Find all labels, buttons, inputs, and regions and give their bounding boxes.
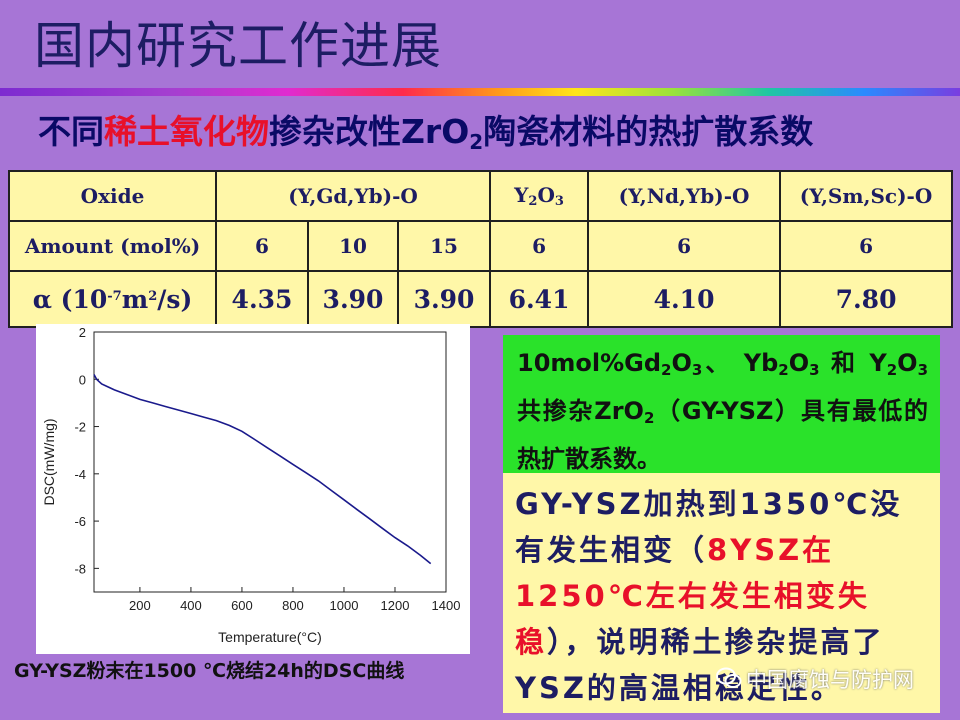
amount-cell: 6 (489, 220, 590, 272)
x-tick-label: 600 (231, 598, 253, 613)
alpha-cell: 6.41 (489, 270, 590, 328)
yellow-callout: GY-YSZ加热到1350℃没有发生相变（8YSZ在1250℃左右发生相变失稳）… (503, 473, 940, 713)
table-row-alpha: α (10-7m2/s) 4.35 3.90 3.90 6.41 4.10 7.… (8, 270, 954, 328)
oxide-gdyb: (Y,Gd,Yb)-O (214, 170, 492, 222)
y-tick-label: -6 (74, 514, 86, 529)
oxide-label: Oxide (8, 170, 217, 222)
amount-cell: 15 (396, 220, 492, 272)
x-axis-label: Temperature(°C) (218, 629, 322, 645)
oxide-y2o3: Y2O3 (489, 170, 590, 222)
plot-frame (93, 331, 447, 593)
slide-subtitle: 不同稀土氧化物掺杂改性ZrO2陶瓷材料的热扩散系数 (38, 108, 813, 166)
alpha-cell: 7.80 (779, 270, 954, 328)
y-tick-label: -4 (74, 467, 86, 482)
dsc-curve (93, 374, 432, 565)
x-tick-label: 800 (282, 598, 304, 613)
y-axis-label: DSC(mW/mg) (41, 418, 57, 505)
subtitle-post2: 陶瓷材料的热扩散系数 (483, 112, 814, 151)
alpha-label: α (10-7m2/s) (8, 270, 217, 328)
x-tick-label: 1400 (432, 598, 461, 613)
amount-cell: 10 (307, 220, 399, 272)
y-tick-label: 0 (79, 372, 86, 387)
subtitle-highlight: 稀土氧化物 (104, 112, 269, 151)
rainbow-divider (0, 88, 960, 96)
chart-caption: GY-YSZ粉末在1500 ℃烧结24h的DSC曲线 (14, 660, 405, 682)
subtitle-sub: 2 (469, 130, 484, 154)
alpha-cell: 4.10 (587, 270, 782, 328)
amount-cell: 6 (215, 220, 309, 272)
amount-label: Amount (mol%) (8, 220, 217, 272)
subtitle-post1: 掺杂改性ZrO (269, 112, 470, 151)
alpha-cell: 3.90 (307, 270, 399, 328)
y-tick-label: -8 (74, 561, 86, 576)
y-tick-label: 2 (79, 325, 86, 340)
dsc-chart: 200 400 600 800 1000 1200 1400 2 0 -2 -4 -6 -8 Temper… (36, 324, 470, 654)
x-tick-label: 1200 (381, 598, 410, 613)
alpha-cell: 4.35 (215, 270, 309, 328)
y-tick-label: -2 (74, 420, 86, 435)
callout-highlight: 8YSZ在1250℃左右发生相变失稳 (515, 533, 870, 659)
thermal-diffusivity-table: Oxide (Y,Gd,Yb)-O Y2O3 (Y,Nd,Yb)-O (Y,Sm… (8, 170, 954, 328)
x-tick-label: 200 (129, 598, 151, 613)
watermark-text: 中国腐蚀与防护网 (746, 668, 914, 692)
table-row-amount: Amount (mol%) 6 10 15 6 6 6 (8, 220, 954, 272)
x-tick-label: 400 (180, 598, 202, 613)
table-row-oxide: Oxide (Y,Gd,Yb)-O Y2O3 (Y,Nd,Yb)-O (Y,Sm… (8, 170, 954, 222)
subtitle-pre: 不同 (38, 112, 104, 151)
wechat-icon (716, 667, 742, 688)
oxide-ndyb: (Y,Nd,Yb)-O (587, 170, 782, 222)
alpha-cell: 3.90 (396, 270, 492, 328)
x-tick-label: 1000 (330, 598, 359, 613)
dsc-chart-svg: 200 400 600 800 1000 1200 1400 2 0 -2 -4 -6 -8 Temper… (41, 325, 461, 645)
amount-cell: 6 (779, 220, 954, 272)
oxide-smsc: (Y,Sm,Sc)-O (779, 170, 954, 222)
slide-title: 国内研究工作进展 (34, 17, 442, 75)
green-callout: 10mol%Gd2O3、 Yb2O3 和 Y2O3共掺杂ZrO2（GY-YSZ）… (503, 335, 940, 473)
amount-cell: 6 (587, 220, 782, 272)
